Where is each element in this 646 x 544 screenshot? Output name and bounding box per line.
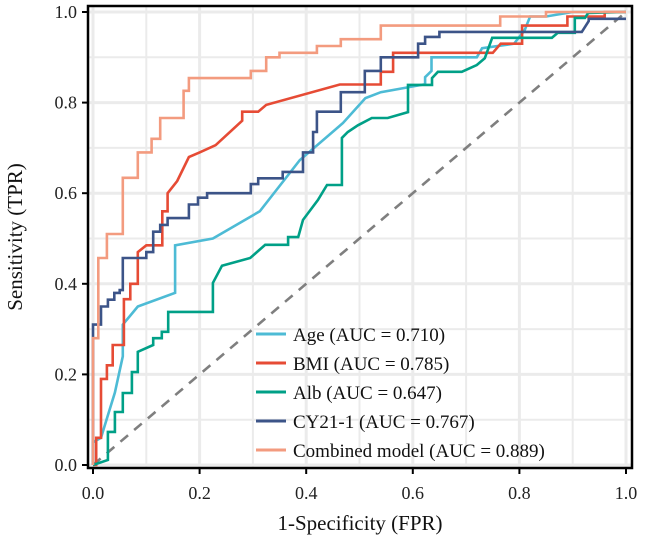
legend-item: Combined model (AUC = 0.889) [256, 441, 545, 462]
plot-frame [86, 4, 634, 470]
x-tick-label: 0.4 [295, 483, 318, 503]
y-tick-label: 0.8 [55, 93, 78, 113]
legend-item: CY21-1 (AUC = 0.767) [256, 412, 475, 433]
legend-item: Age (AUC = 0.710) [256, 325, 445, 346]
roc-curve-3 [91, 17, 626, 465]
y-axis-title: Sensitivity (TPR) [3, 163, 27, 311]
legend-label: Combined model (AUC = 0.889) [293, 441, 545, 462]
x-tick-label: 0.8 [508, 483, 531, 503]
x-tick-label: 0.2 [188, 483, 211, 503]
y-tick-label: 0.0 [55, 455, 78, 475]
legend-label: BMI (AUC = 0.785) [293, 354, 449, 375]
y-tick-label: 0.2 [55, 364, 78, 384]
legend: Age (AUC = 0.710) BMI (AUC = 0.785) Alb (A… [256, 325, 545, 462]
y-tick-label: 0.4 [55, 274, 78, 294]
legend-label: Age (AUC = 0.710) [293, 325, 445, 346]
x-axis-title: 1-Specificity (FPR) [277, 511, 442, 535]
y-tick-label: 1.0 [55, 2, 78, 22]
roc-curve-4 [91, 10, 626, 465]
legend-item: Alb (AUC = 0.647) [256, 383, 442, 404]
y-tick-label: 0.6 [55, 183, 78, 203]
roc-curve-0 [91, 10, 626, 465]
axis-ticks: 0.0 0.2 0.4 0.6 0.8 1.0 0.0 0.2 0.4 0.6 0.8 1.0 [55, 2, 638, 503]
roc-curve-2 [92, 10, 627, 467]
legend-label: Alb (AUC = 0.647) [293, 383, 442, 404]
roc-curves [91, 10, 627, 467]
roc-curve-1 [93, 10, 626, 467]
x-tick-label: 0.6 [402, 483, 425, 503]
reference-diagonal [92, 11, 627, 466]
legend-label: CY21-1 (AUC = 0.767) [293, 412, 475, 433]
x-tick-label: 1.0 [615, 483, 638, 503]
legend-item: BMI (AUC = 0.785) [256, 354, 449, 375]
x-tick-label: 0.0 [82, 483, 105, 503]
